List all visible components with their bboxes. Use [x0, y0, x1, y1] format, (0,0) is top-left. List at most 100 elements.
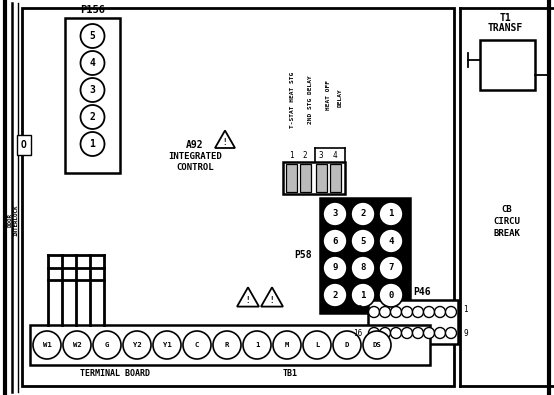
Circle shape — [379, 327, 391, 339]
Text: TRANSF: TRANSF — [488, 23, 522, 33]
Bar — [283, 162, 345, 194]
Text: 3: 3 — [332, 209, 338, 218]
Circle shape — [351, 229, 375, 253]
Bar — [320, 198, 410, 313]
Text: 8: 8 — [357, 305, 362, 314]
Text: CB: CB — [501, 205, 512, 214]
Circle shape — [391, 307, 402, 318]
Circle shape — [80, 78, 105, 102]
Circle shape — [80, 105, 105, 129]
Text: 1: 1 — [90, 139, 95, 149]
Text: M: M — [285, 342, 289, 348]
Text: 4: 4 — [333, 150, 337, 160]
Text: L: L — [315, 342, 319, 348]
Text: W2: W2 — [73, 342, 81, 348]
Circle shape — [445, 327, 456, 339]
Text: P156: P156 — [80, 5, 105, 15]
Text: 2ND STG DELAY: 2ND STG DELAY — [307, 75, 312, 124]
Text: W1: W1 — [43, 342, 52, 348]
Text: TB1: TB1 — [283, 369, 297, 378]
Circle shape — [379, 307, 391, 318]
Circle shape — [323, 256, 347, 280]
Bar — [30, 325, 430, 365]
Text: 2: 2 — [332, 290, 338, 299]
Circle shape — [80, 51, 105, 75]
Circle shape — [243, 331, 271, 359]
Text: P58: P58 — [294, 250, 312, 260]
Circle shape — [323, 229, 347, 253]
Text: T1: T1 — [499, 13, 511, 23]
Circle shape — [213, 331, 241, 359]
Text: 1: 1 — [289, 150, 293, 160]
Text: 3: 3 — [90, 85, 95, 95]
Text: C: C — [195, 342, 199, 348]
Circle shape — [351, 202, 375, 226]
Bar — [330, 164, 341, 192]
Text: 9: 9 — [332, 263, 338, 273]
Circle shape — [63, 331, 91, 359]
Text: 7: 7 — [388, 263, 394, 273]
Circle shape — [413, 307, 423, 318]
Text: !: ! — [223, 138, 227, 147]
Text: !: ! — [245, 296, 250, 305]
Circle shape — [183, 331, 211, 359]
Bar — [286, 164, 297, 192]
Text: 5: 5 — [360, 237, 366, 246]
Text: 1: 1 — [255, 342, 259, 348]
Bar — [22, 8, 454, 386]
Polygon shape — [215, 130, 235, 148]
Text: 0: 0 — [388, 290, 394, 299]
Circle shape — [445, 307, 456, 318]
Text: INTEGRATED
CONTROL: INTEGRATED CONTROL — [168, 152, 222, 172]
Circle shape — [123, 331, 151, 359]
Circle shape — [93, 331, 121, 359]
Circle shape — [333, 331, 361, 359]
Text: CIRCU: CIRCU — [494, 218, 520, 226]
Text: P46: P46 — [413, 287, 431, 297]
Circle shape — [391, 327, 402, 339]
Circle shape — [80, 132, 105, 156]
Bar — [65, 18, 120, 173]
Circle shape — [379, 202, 403, 226]
Text: 16: 16 — [353, 329, 362, 339]
Text: A92: A92 — [186, 140, 204, 150]
Circle shape — [351, 256, 375, 280]
Text: 2: 2 — [90, 112, 95, 122]
Polygon shape — [261, 287, 283, 307]
Circle shape — [33, 331, 61, 359]
Text: BREAK: BREAK — [494, 229, 520, 239]
Text: T-STAT HEAT STG: T-STAT HEAT STG — [290, 72, 295, 128]
Text: Y2: Y2 — [132, 342, 141, 348]
Circle shape — [323, 283, 347, 307]
Text: 1: 1 — [360, 290, 366, 299]
Text: 1: 1 — [388, 209, 394, 218]
Circle shape — [351, 283, 375, 307]
Circle shape — [273, 331, 301, 359]
Bar — [480, 40, 535, 90]
Text: 1: 1 — [463, 305, 468, 314]
Text: TERMINAL BOARD: TERMINAL BOARD — [80, 369, 150, 378]
Text: 2: 2 — [360, 209, 366, 218]
Text: D: D — [345, 342, 349, 348]
Text: 4: 4 — [90, 58, 95, 68]
Text: DOOR
INTERLOCK: DOOR INTERLOCK — [8, 204, 18, 236]
Text: 6: 6 — [332, 237, 338, 246]
Circle shape — [153, 331, 181, 359]
Text: 9: 9 — [463, 329, 468, 339]
Circle shape — [363, 331, 391, 359]
Bar — [17, 135, 31, 155]
Circle shape — [423, 327, 434, 339]
Text: HEAT OFF: HEAT OFF — [326, 80, 331, 110]
Circle shape — [303, 331, 331, 359]
Text: DS: DS — [373, 342, 381, 348]
Text: 5: 5 — [90, 31, 95, 41]
Text: 4: 4 — [388, 237, 394, 246]
Circle shape — [402, 307, 413, 318]
Text: G: G — [105, 342, 109, 348]
Text: 2: 2 — [302, 150, 307, 160]
Text: Y1: Y1 — [163, 342, 171, 348]
Text: 3: 3 — [319, 150, 324, 160]
Circle shape — [434, 327, 445, 339]
Circle shape — [434, 307, 445, 318]
Bar — [300, 164, 311, 192]
